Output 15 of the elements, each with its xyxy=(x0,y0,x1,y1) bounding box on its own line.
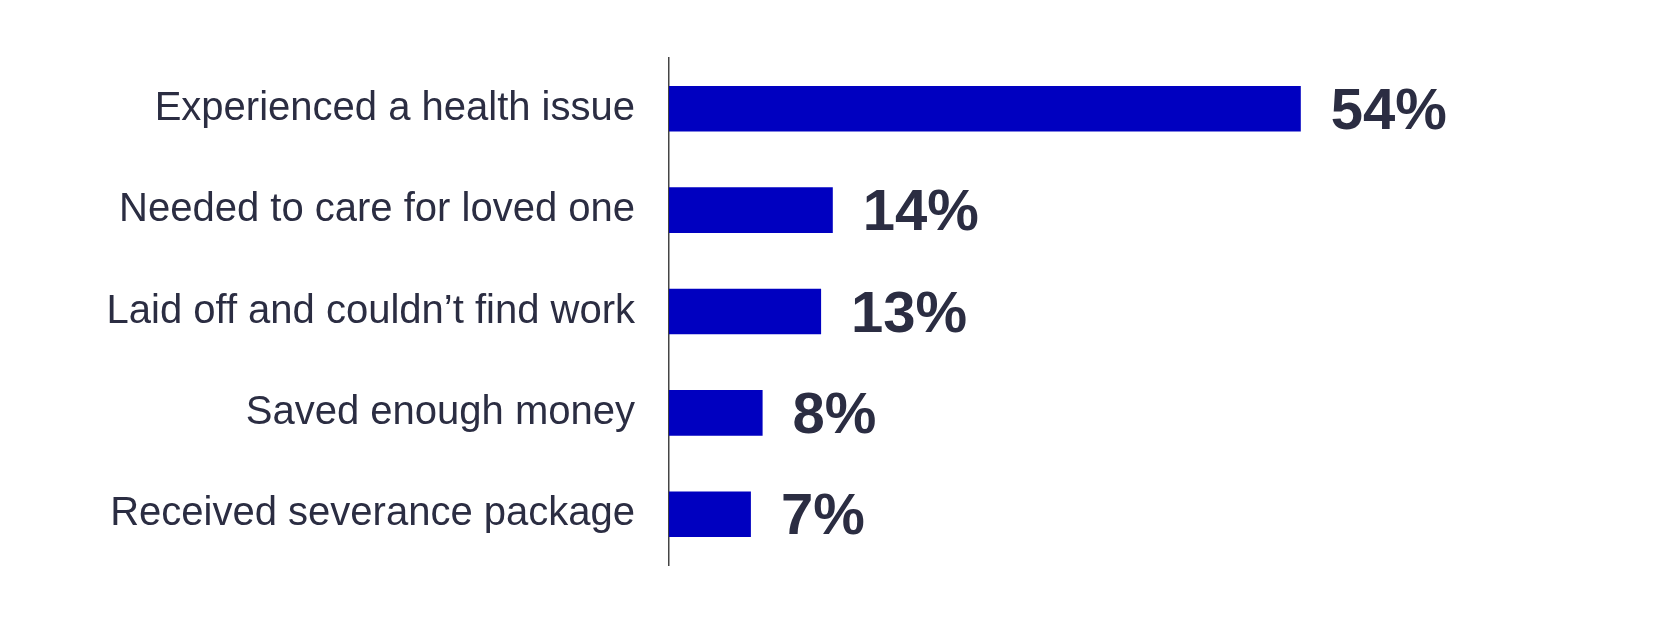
y-tick-label: Received severance package xyxy=(110,489,635,534)
y-tick-label: Needed to care for loved one xyxy=(119,185,635,230)
y-tick-label: Laid off and couldn’t find work xyxy=(106,286,636,331)
data-label: 13% xyxy=(851,278,968,344)
data-label: 54% xyxy=(1330,75,1447,141)
bar xyxy=(669,390,763,436)
data-label: 7% xyxy=(780,481,865,547)
bar xyxy=(669,288,822,335)
data-label: 14% xyxy=(862,177,979,243)
bar xyxy=(669,85,1301,132)
bar xyxy=(669,187,833,233)
bar xyxy=(669,491,751,538)
data-label: 8% xyxy=(792,379,877,445)
y-tick-label: Saved enough money xyxy=(245,387,635,432)
y-tick-label: Experienced a health issue xyxy=(154,83,635,128)
